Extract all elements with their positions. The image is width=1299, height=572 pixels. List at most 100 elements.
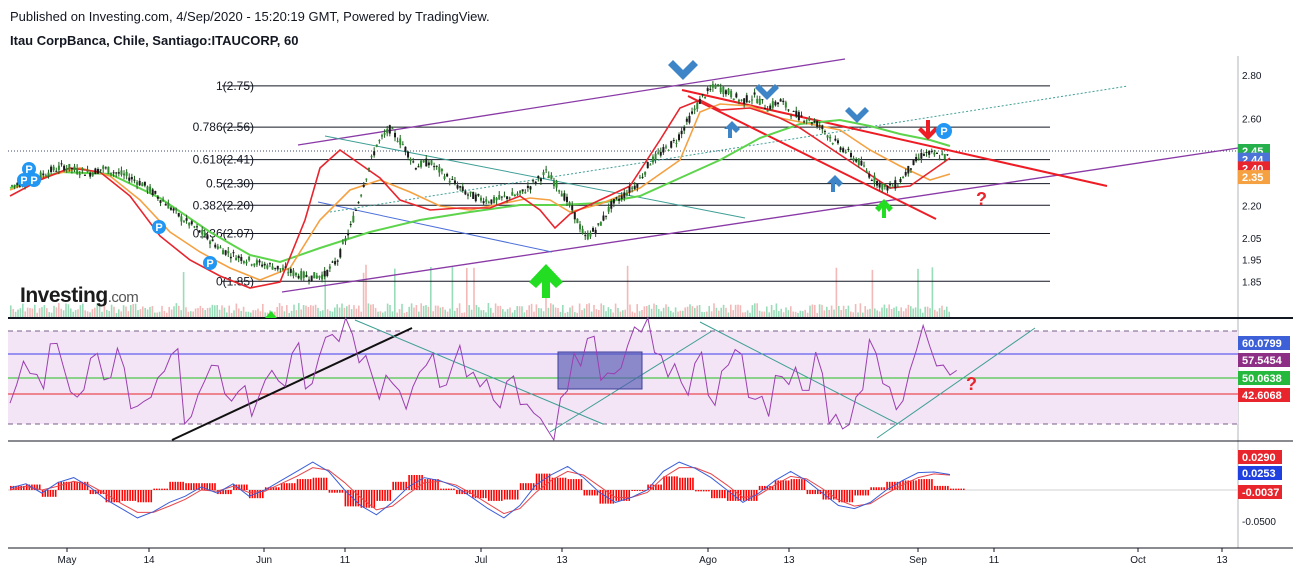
candle-body xyxy=(347,232,350,236)
volume-bar xyxy=(754,303,756,317)
macd-hist-bar xyxy=(477,490,479,499)
candle-body xyxy=(565,196,568,203)
macd-hist-bar xyxy=(421,474,423,490)
candle-body xyxy=(328,266,331,269)
candle-body xyxy=(188,222,191,226)
volume-bar xyxy=(835,267,838,317)
volume-bar xyxy=(830,305,833,317)
candle-body xyxy=(461,186,464,191)
candle-body xyxy=(57,165,60,170)
macd-hist-bar xyxy=(400,481,402,490)
volume-bar xyxy=(14,311,17,317)
volume-bar xyxy=(454,310,456,317)
candle-body xyxy=(370,156,373,158)
volume-bar xyxy=(732,310,734,317)
volume-bar xyxy=(614,303,617,317)
ma-orange-line xyxy=(9,103,951,281)
volume-bar xyxy=(166,312,168,317)
macd-hist-bar xyxy=(864,490,867,496)
macd-hist-bar xyxy=(12,485,15,490)
volume-bar xyxy=(528,305,530,317)
volume-bar xyxy=(703,312,706,317)
macd-hist-bar xyxy=(447,488,450,490)
candle-body xyxy=(870,180,873,182)
candle-body xyxy=(485,199,488,202)
volume-bar xyxy=(413,307,415,317)
volume-bar xyxy=(394,268,396,317)
macd-hist-bar xyxy=(514,490,516,500)
candle-body xyxy=(255,260,258,265)
dotted-channel xyxy=(329,85,1129,213)
volume-bar xyxy=(574,312,576,317)
candle-body xyxy=(201,229,204,235)
candle-body xyxy=(214,244,217,248)
arrow-up-green-icon xyxy=(265,311,277,318)
candle-body xyxy=(245,261,248,264)
volume-bar xyxy=(142,306,144,317)
volume-bar xyxy=(521,306,523,317)
macd-hist-bar xyxy=(846,490,848,503)
macd-hist-bar xyxy=(546,473,548,490)
candle-body xyxy=(323,270,326,277)
macd-hist-bar xyxy=(113,490,115,503)
macd-hist-bar xyxy=(503,490,506,500)
macd-hist-bar xyxy=(153,488,155,490)
macd-hist-bar xyxy=(92,490,94,495)
volume-bar xyxy=(595,309,598,317)
macd-hist-bar xyxy=(81,481,84,490)
candle-body xyxy=(55,170,58,172)
macd-hist-bar xyxy=(509,490,511,500)
macd-hist-bar xyxy=(602,490,604,504)
macd-hist-bar xyxy=(426,479,429,490)
candle-body xyxy=(339,249,342,258)
candle-body xyxy=(592,227,595,232)
candle-body xyxy=(136,182,139,185)
macd-hist-bar xyxy=(376,490,379,501)
macd-hist-bar xyxy=(288,483,291,490)
volume-bar xyxy=(682,310,684,317)
macd-hist-bar xyxy=(320,477,323,490)
fib-label: 0.382(2.20) xyxy=(193,198,254,212)
volume-bar xyxy=(946,306,948,317)
macd-hist-bar xyxy=(825,490,827,500)
volume-bar xyxy=(163,310,166,317)
volume-bar xyxy=(451,266,454,317)
macd-hist-bar xyxy=(195,483,198,490)
macd-hist-bar xyxy=(357,490,360,507)
candle-body xyxy=(519,190,522,194)
volume-bar xyxy=(235,303,238,317)
macd-hist-bar xyxy=(166,488,168,490)
macd-hist-bar xyxy=(440,488,442,490)
candle-body xyxy=(928,150,931,155)
volume-bar xyxy=(242,306,245,317)
volume-bar xyxy=(125,306,127,317)
candle-body xyxy=(912,159,915,166)
volume-bar xyxy=(715,307,718,317)
candle-body xyxy=(894,180,897,189)
volume-bar xyxy=(547,307,550,317)
candle-body xyxy=(878,182,881,188)
candle-body xyxy=(537,175,540,179)
macd-hist-bar xyxy=(700,490,702,492)
fib-label: 0.5(2.30) xyxy=(206,177,254,191)
macd-hist-bar xyxy=(809,490,811,495)
macd-hist-bar xyxy=(591,490,593,496)
volume-bar xyxy=(442,306,444,317)
candle-body xyxy=(508,197,511,199)
volume-bar xyxy=(211,304,214,317)
candle-body xyxy=(784,102,787,108)
macd-hist-bar xyxy=(73,481,76,490)
volume-bar xyxy=(802,311,804,317)
candle-body xyxy=(360,195,363,197)
volume-bar xyxy=(29,308,31,317)
rsi-consolidation-box xyxy=(557,351,643,390)
volume-bar xyxy=(658,308,660,317)
volume-bar xyxy=(391,311,394,317)
volume-bar xyxy=(677,311,679,317)
volume-bar xyxy=(542,311,545,317)
candle-body xyxy=(91,173,94,176)
candle-body xyxy=(222,250,225,255)
macd-hist-bar xyxy=(737,490,739,501)
macd-hist-bar xyxy=(724,490,726,499)
candle-body xyxy=(506,196,509,200)
